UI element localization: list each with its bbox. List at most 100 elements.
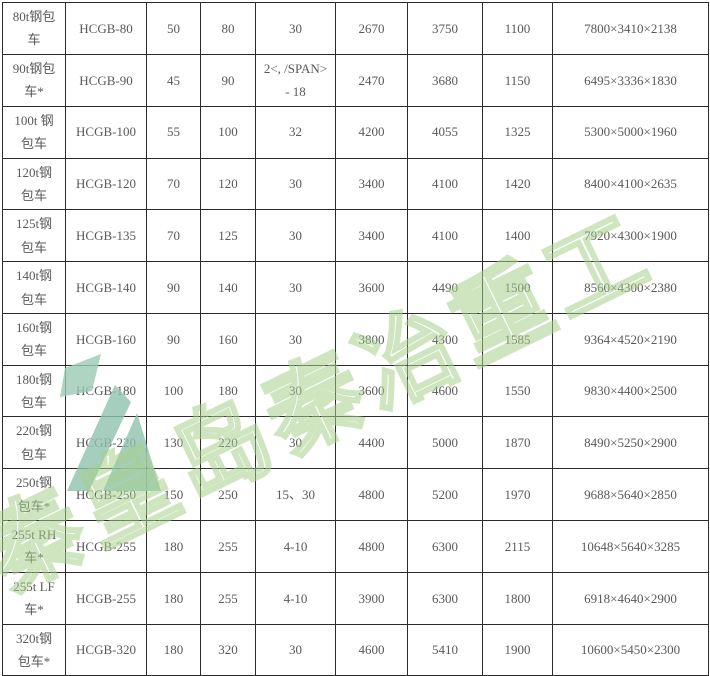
model-cell: HCGB-250 xyxy=(65,468,147,522)
value-cell: 320 xyxy=(200,623,256,676)
value-cell: 4400 xyxy=(335,416,408,470)
dimensions-cell: 6918×4640×2900 xyxy=(552,571,709,625)
value-cell: 30 xyxy=(255,312,336,366)
table-row: 125t钢 包车 HCGB-135 70 125 30 3400 4100 1400 7920×… xyxy=(2,209,709,263)
table-row: 320t钢 包车* HCGB-320 180 320 30 4600 5410 1900 106… xyxy=(2,623,709,676)
value-cell: 70 xyxy=(146,157,201,211)
dimensions-cell: 10600×5450×2300 xyxy=(552,623,709,676)
value-cell: 180 xyxy=(200,364,256,418)
model-cell: HCGB-320 xyxy=(65,623,147,676)
value-cell: 4200 xyxy=(335,105,408,159)
value-cell: 4100 xyxy=(407,157,483,211)
value-cell: 3800 xyxy=(335,312,408,366)
table-row: 120t钢 包车 HCGB-120 70 120 30 3400 4100 1420 8400×… xyxy=(2,157,709,211)
table-row: 100t 钢 包车 HCGB-100 55 100 32 4200 4055 1325 5300… xyxy=(2,105,709,159)
value-cell: 180 xyxy=(146,520,201,573)
value-cell: 3600 xyxy=(335,261,408,314)
dimensions-cell: 10648×5640×3285 xyxy=(552,520,709,573)
vehicle-name-cell: 255t RH 车* xyxy=(2,520,66,573)
value-cell: 15、30 xyxy=(255,468,336,522)
dimensions-cell: 6495×3336×1830 xyxy=(552,53,709,107)
model-cell: HCGB-180 xyxy=(65,364,147,418)
value-cell: 1970 xyxy=(482,468,553,522)
value-cell: 1800 xyxy=(482,571,553,625)
value-cell: 255 xyxy=(200,520,256,573)
value-cell: 6300 xyxy=(407,520,483,573)
value-cell: 30 xyxy=(255,623,336,676)
model-cell: HCGB-255 xyxy=(65,571,147,625)
value-cell: 4600 xyxy=(407,364,483,418)
value-cell: 5000 xyxy=(407,416,483,470)
vehicle-name-cell: 140t钢 包车 xyxy=(2,261,66,314)
vehicle-name-cell: 160t钢 包车 xyxy=(2,312,66,366)
value-cell: 4800 xyxy=(335,520,408,573)
table-row: 255t RH 车* HCGB-255 180 255 4-10 4800 6300 2115… xyxy=(2,520,709,573)
vehicle-name-cell: 180t钢 包车 xyxy=(2,364,66,418)
value-cell: 1325 xyxy=(482,105,553,159)
dimensions-cell: 8560×4300×2380 xyxy=(552,261,709,314)
value-cell: 3400 xyxy=(335,157,408,211)
value-cell: 1420 xyxy=(482,157,553,211)
table-row: 90t钢包 车* HCGB-90 45 90 2<, /SPAN> - 18 2470 36… xyxy=(2,53,709,107)
dimensions-cell: 9364×4520×2190 xyxy=(552,312,709,366)
vehicle-name-cell: 320t钢 包车* xyxy=(2,623,66,676)
value-cell: 1585 xyxy=(482,312,553,366)
value-cell: 4490 xyxy=(407,261,483,314)
dimensions-cell: 5300×5000×1960 xyxy=(552,105,709,159)
value-cell: 30 xyxy=(255,209,336,263)
dimensions-cell: 7800×3410×2138 xyxy=(552,2,709,55)
dimensions-cell: 7920×4300×1900 xyxy=(552,209,709,263)
value-cell: 125 xyxy=(200,209,256,263)
value-cell: 1900 xyxy=(482,623,553,676)
value-cell: 1150 xyxy=(482,53,553,107)
value-cell: 3600 xyxy=(335,364,408,418)
vehicle-name-cell: 125t钢 包车 xyxy=(2,209,66,263)
value-cell: 150 xyxy=(146,468,201,522)
value-cell: 130 xyxy=(146,416,201,470)
table-row: 160t钢 包车 HCGB-160 90 160 30 3800 4300 1585 9364×… xyxy=(2,312,709,366)
value-cell: 90 xyxy=(146,261,201,314)
value-cell: 2670 xyxy=(335,2,408,55)
value-cell: 4-10 xyxy=(255,571,336,625)
model-cell: HCGB-80 xyxy=(65,2,147,55)
value-cell: 30 xyxy=(255,157,336,211)
value-cell: 30 xyxy=(255,416,336,470)
value-cell: 80 xyxy=(200,2,256,55)
value-cell: 100 xyxy=(146,364,201,418)
model-cell: HCGB-90 xyxy=(65,53,147,107)
value-cell: 30 xyxy=(255,2,336,55)
value-cell: 5410 xyxy=(407,623,483,676)
value-cell: 90 xyxy=(146,312,201,366)
value-cell: 2470 xyxy=(335,53,408,107)
value-cell: 1550 xyxy=(482,364,553,418)
value-cell: 4100 xyxy=(407,209,483,263)
table-row: 250t钢 包车* HCGB-250 150 250 15、30 4800 5200 1970… xyxy=(2,468,709,522)
model-cell: HCGB-255 xyxy=(65,520,147,573)
value-cell: 4-10 xyxy=(255,520,336,573)
dimensions-cell: 8400×4100×2635 xyxy=(552,157,709,211)
vehicle-name-cell: 90t钢包 车* xyxy=(2,53,66,107)
value-cell: 90 xyxy=(200,53,256,107)
value-cell: 220 xyxy=(200,416,256,470)
dimensions-cell: 8490×5250×2900 xyxy=(552,416,709,470)
table-row: 220t钢 包车 HCGB-220 130 220 30 4400 5000 1870 8490… xyxy=(2,416,709,470)
value-cell: 50 xyxy=(146,2,201,55)
vehicle-name-cell: 120t钢 包车 xyxy=(2,157,66,211)
vehicle-name-cell: 255t LF 车* xyxy=(2,571,66,625)
value-cell: 1500 xyxy=(482,261,553,314)
dimensions-cell: 9688×5640×2850 xyxy=(552,468,709,522)
value-cell: 1400 xyxy=(482,209,553,263)
value-cell: 45 xyxy=(146,53,201,107)
value-cell: 180 xyxy=(146,623,201,676)
model-cell: HCGB-220 xyxy=(65,416,147,470)
model-cell: HCGB-100 xyxy=(65,105,147,159)
dimensions-cell: 9830×4400×2500 xyxy=(552,364,709,418)
model-cell: HCGB-135 xyxy=(65,209,147,263)
value-cell: 2115 xyxy=(482,520,553,573)
value-cell: 4300 xyxy=(407,312,483,366)
value-cell: 100 xyxy=(200,105,256,159)
value-cell: 6300 xyxy=(407,571,483,625)
